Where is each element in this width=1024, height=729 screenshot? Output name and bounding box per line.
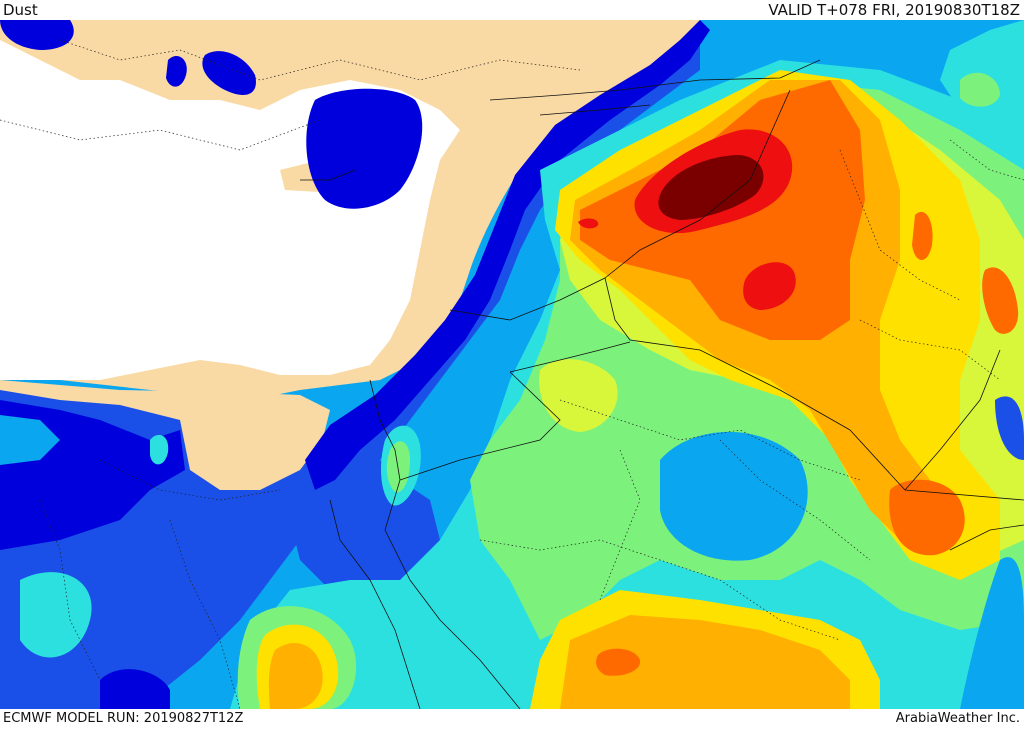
band-green-ne bbox=[960, 72, 1000, 107]
political-boundaries bbox=[300, 59, 1024, 709]
band-darkorange-arabia bbox=[596, 648, 641, 676]
band-blue-gulf bbox=[995, 396, 1024, 460]
dust-low-aegean bbox=[202, 51, 256, 95]
map-svg bbox=[0, 20, 1024, 709]
band-darkorange-iran bbox=[912, 211, 933, 260]
header-bar: Dust VALID T+078 FRI, 20190830T18Z bbox=[0, 0, 1024, 20]
field-label: Dust bbox=[3, 1, 38, 19]
band-lightblue-egypt bbox=[0, 415, 60, 465]
valid-time: VALID T+078 FRI, 20190830T18Z bbox=[768, 1, 1020, 19]
dust-forecast-map bbox=[0, 20, 1024, 709]
credit: ArabiaWeather Inc. bbox=[895, 711, 1020, 726]
band-cyan-egypt2 bbox=[150, 434, 169, 465]
band-lightblue-east bbox=[960, 557, 1024, 709]
band-red-dot bbox=[578, 218, 599, 229]
dust-low-aegean2 bbox=[166, 55, 187, 87]
dust-low-nw bbox=[0, 20, 74, 50]
band-maroon-core bbox=[658, 155, 764, 220]
band-yellowgreen-jordan bbox=[539, 359, 618, 432]
band-darkorange-south-iraq bbox=[889, 479, 965, 556]
band-green-sinai bbox=[386, 441, 410, 493]
band-darkorange-gulf bbox=[982, 267, 1019, 334]
band-orange-sudan bbox=[268, 642, 323, 709]
band-lightblue-center bbox=[660, 431, 808, 561]
band-darkblue-coast bbox=[305, 20, 710, 490]
band-darkblue-south bbox=[100, 669, 170, 709]
band-red-iraq bbox=[743, 262, 796, 310]
province-boundaries bbox=[0, 39, 1024, 709]
model-run: ECMWF MODEL RUN: 20190827T12Z bbox=[3, 711, 244, 726]
band-cyan-egypt bbox=[20, 572, 92, 658]
footer-bar: ECMWF MODEL RUN: 20190827T12Z ArabiaWeat… bbox=[0, 709, 1024, 729]
dust-low-cyprus bbox=[306, 88, 423, 209]
band-orange-arabia bbox=[560, 615, 850, 709]
